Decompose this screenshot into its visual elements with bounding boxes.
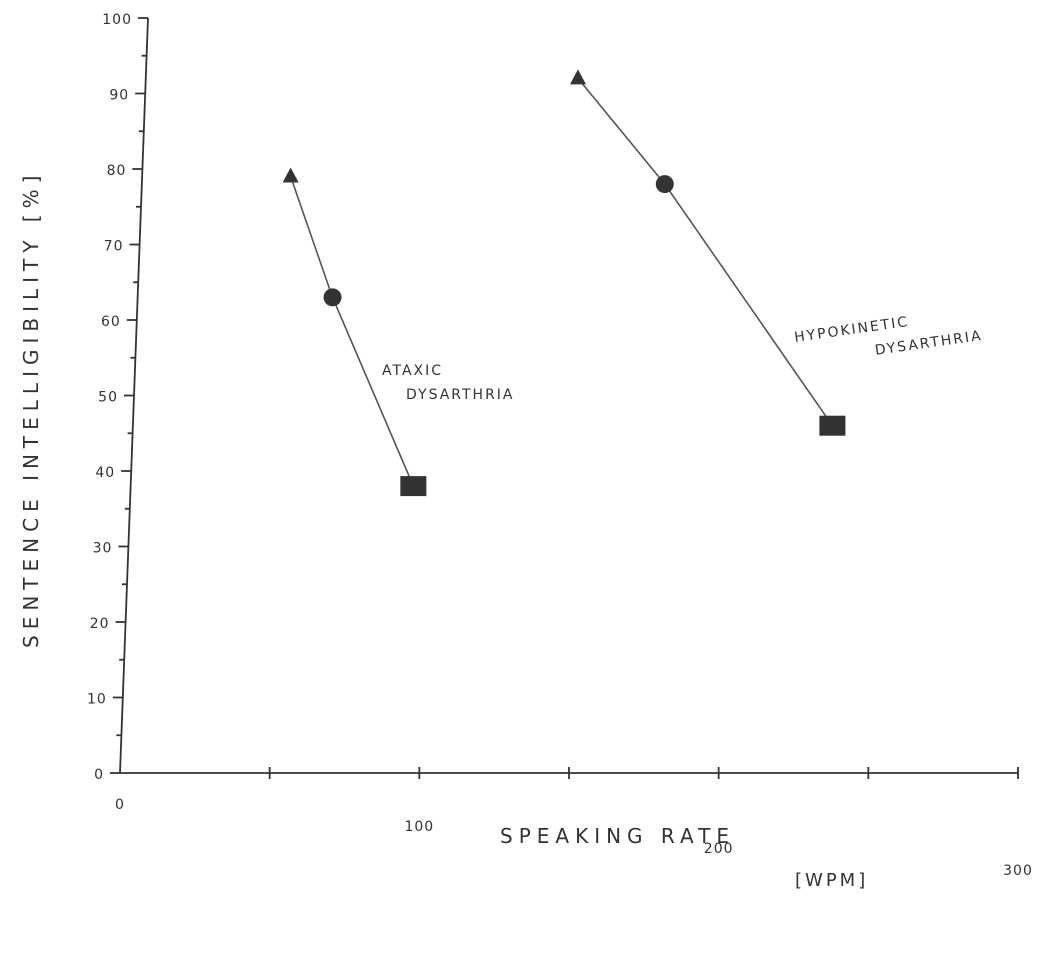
y-tick-label: 10: [87, 692, 107, 708]
y-tick-label: 80: [107, 163, 127, 179]
axes: 0 10 20 30 40 50 60 70 80 90 100 0 100 200 300: [87, 12, 1033, 879]
series-label: DYSARTHRIA: [406, 387, 515, 403]
square-point: [819, 415, 846, 436]
x-tick-label: 100: [404, 819, 434, 835]
y-tick-label: 70: [104, 239, 124, 255]
series-line: [289, 176, 415, 487]
square-point: [400, 476, 427, 497]
triangle-point: [282, 167, 299, 183]
circle-point: [323, 288, 342, 307]
x-axis-title: SPEAKING RATE: [500, 824, 735, 848]
x-axis-unit: [WPM]: [795, 870, 868, 891]
y-tick-label: 100: [102, 12, 132, 28]
y-tick-label: 0: [94, 767, 104, 783]
y-tick-label: 50: [98, 390, 118, 406]
y-tick-label: 30: [93, 541, 113, 557]
triangle-point: [569, 69, 586, 85]
x-tick-label: 300: [1003, 863, 1033, 879]
y-tick-label: 20: [90, 616, 110, 632]
x-tick-label: 200: [704, 841, 734, 857]
y-axis-title: SENTENCE INTELLIGIBILITY [%]: [19, 170, 43, 648]
y-tick-label: 60: [101, 314, 121, 330]
circle-point: [655, 175, 674, 194]
y-tick-label: 40: [95, 465, 115, 481]
series-label: ATAXIC: [382, 363, 443, 379]
series-1: ATAXIC DYSARTHRIA: [282, 167, 515, 497]
y-tick-label: 90: [109, 88, 129, 104]
x-tick-label: 0: [115, 797, 125, 813]
series-line: [577, 77, 834, 427]
